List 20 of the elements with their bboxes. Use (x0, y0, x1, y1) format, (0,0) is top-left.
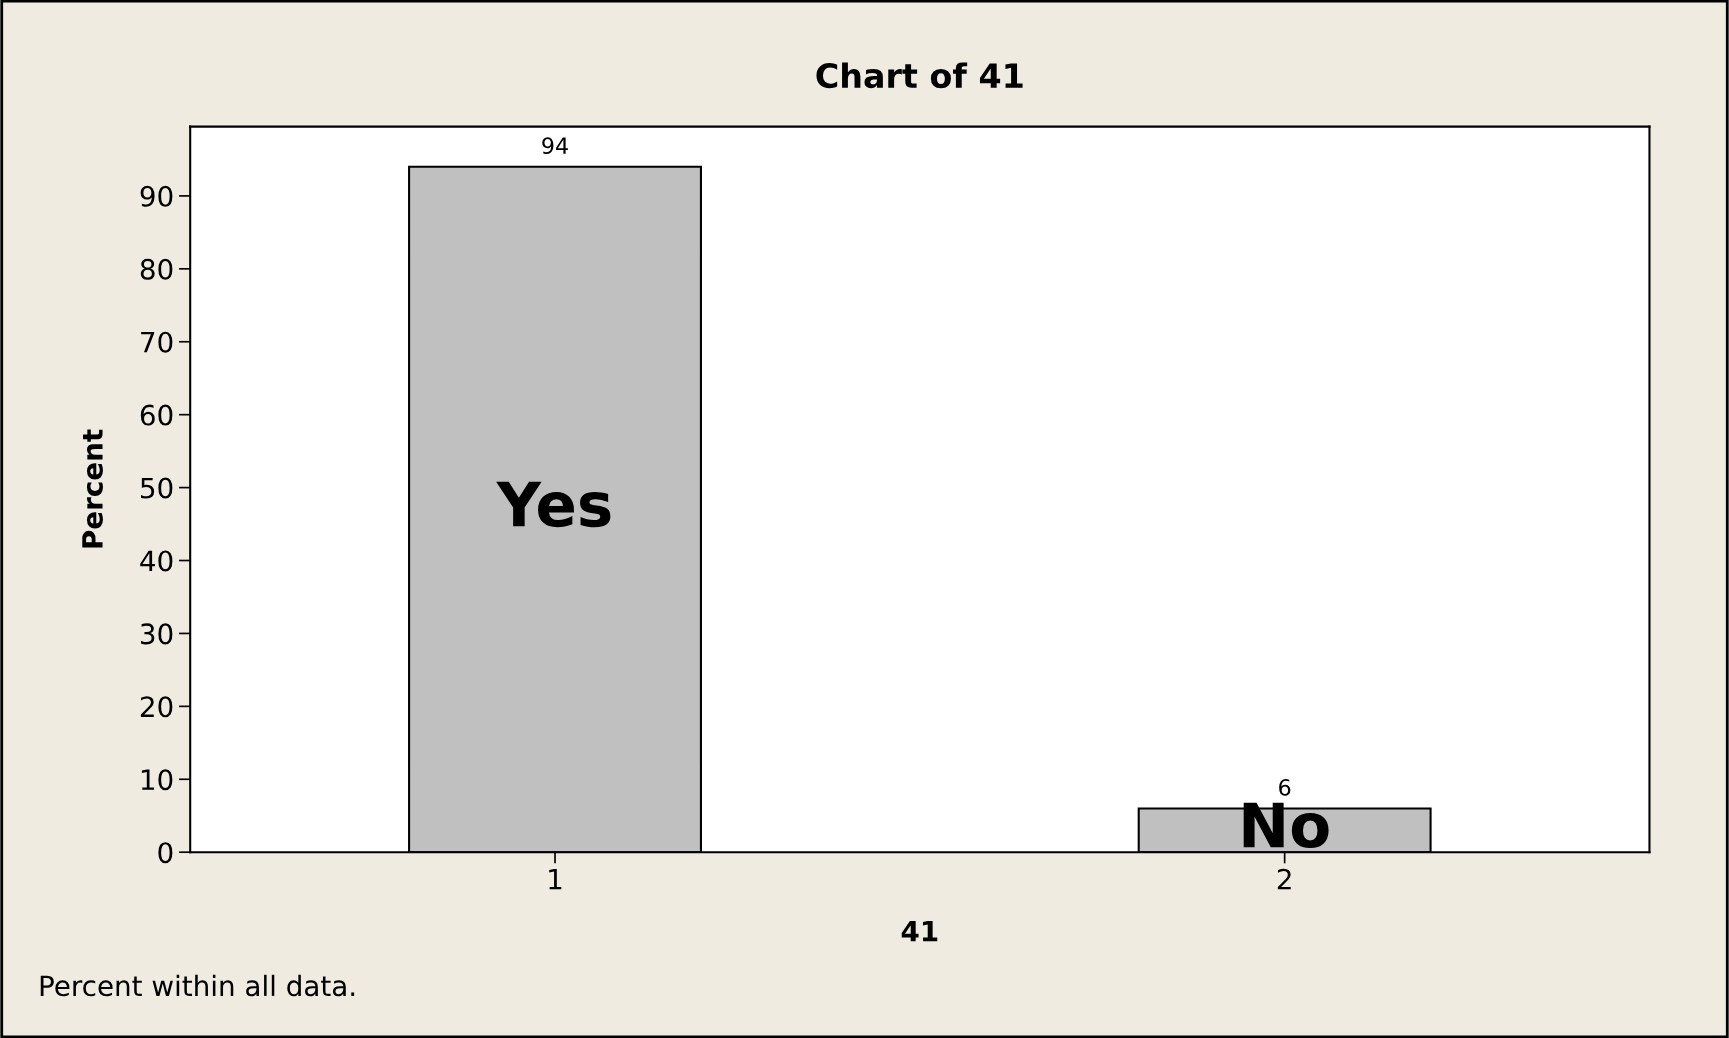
data-label: 94 (542, 137, 568, 155)
y-axis-title: Percent (82, 429, 103, 548)
text: Percent within all data. (40, 974, 355, 997)
y-tick-label: 20 (140, 696, 173, 718)
y-tick-label: 70 (141, 331, 173, 353)
y-tick-label: 80 (140, 258, 173, 280)
chart-title: Chart of 41 (816, 62, 1023, 89)
x-tick-label: 1 (549, 869, 562, 890)
y-tick-label: 90 (140, 185, 173, 207)
annotation: No (1243, 802, 1329, 849)
y-tick-label: 0 (158, 842, 173, 864)
x-axis-title: 41 (901, 920, 938, 942)
y-tick-label: 50 (141, 477, 173, 499)
y-tick-label: 10 (141, 769, 173, 791)
data-label: 6 (1279, 779, 1291, 796)
y-tick-label: 60 (140, 404, 173, 426)
annotation: Yes (496, 481, 611, 528)
y-tick-label: 30 (140, 623, 173, 645)
y-tick-label: 40 (140, 550, 173, 572)
x-tick-label: 2 (1277, 868, 1291, 890)
